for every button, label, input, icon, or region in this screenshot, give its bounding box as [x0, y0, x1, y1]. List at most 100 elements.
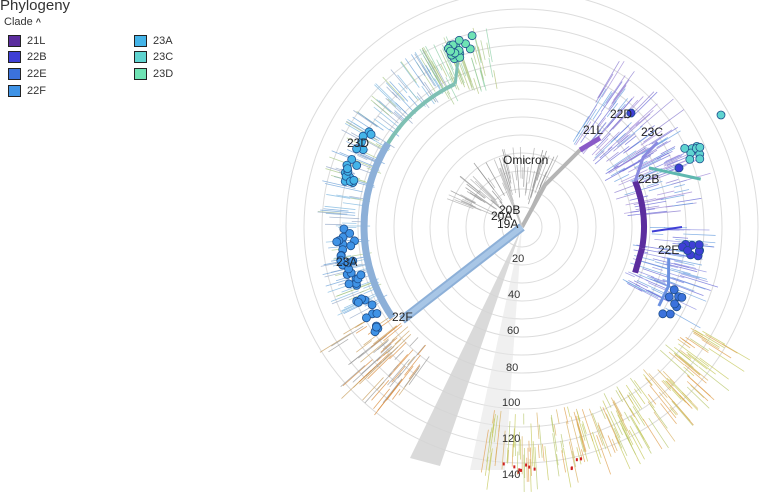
leaf-branch: [448, 194, 474, 206]
legend-item-23c[interactable]: 23C: [134, 51, 173, 63]
tip-22e[interactable]: [664, 292, 674, 302]
leaf-branch: [433, 44, 453, 84]
tip-22e[interactable]: [669, 285, 679, 295]
leaf-branch: [671, 268, 691, 275]
tip-23a[interactable]: [349, 175, 359, 185]
distance-ring: [501, 206, 543, 248]
legend-item-22b[interactable]: 22B: [8, 51, 47, 63]
legend-item-23d[interactable]: 23D: [134, 68, 173, 80]
leaf-branch: [594, 134, 629, 165]
branch-21l: [578, 135, 602, 153]
leaf-branch: [626, 394, 644, 421]
leaf-branch: [634, 388, 646, 405]
leaf-branch: [317, 211, 341, 214]
tip-22e[interactable]: [670, 299, 679, 309]
leaf-branch: [320, 209, 356, 214]
leaf-branch: [377, 381, 385, 390]
leaf-branch: [389, 372, 402, 388]
leaf-branch: [382, 338, 395, 350]
leaf-branch: [380, 343, 392, 354]
leaf-branch: [649, 404, 668, 429]
tip-22f[interactable]: [345, 228, 355, 238]
leaf-branch: [611, 438, 618, 452]
tip-23a[interactable]: [347, 154, 357, 164]
leaf-branch: [317, 211, 348, 215]
legend-item-22f[interactable]: 22F: [8, 85, 46, 97]
tip-22f[interactable]: [361, 313, 371, 323]
clade-legend-toggle[interactable]: Clade ^: [4, 16, 41, 28]
tip-23c[interactable]: [695, 154, 705, 164]
tip-22f[interactable]: [367, 300, 377, 310]
tip-22b[interactable]: [674, 163, 684, 173]
leaf-branch: [613, 428, 628, 457]
leaf-branch: [642, 418, 663, 450]
omicron-branch: [520, 148, 582, 228]
leaf-branch: [645, 377, 653, 386]
tip-22d[interactable]: [626, 108, 636, 118]
leaf-branch: [595, 131, 620, 156]
leaf-branch: [491, 418, 495, 433]
tip-22f[interactable]: [339, 224, 349, 234]
leaf-branch: [596, 133, 611, 149]
tip-22f[interactable]: [332, 237, 342, 247]
leaf-branch: [490, 199, 504, 211]
ring-tick-40: 40: [508, 289, 520, 301]
leaf-branch: [648, 129, 673, 146]
leaf-branch: [532, 149, 544, 188]
leaf-branch: [513, 414, 516, 448]
tip-23d[interactable]: [454, 35, 464, 45]
tip-23d[interactable]: [446, 46, 455, 56]
tip-22b[interactable]: [694, 240, 704, 250]
leaf-branch: [608, 150, 647, 174]
tip-23a[interactable]: [352, 161, 362, 170]
legend-item-22e[interactable]: 22E: [8, 68, 47, 80]
tip-23c[interactable]: [680, 143, 690, 153]
tip-23a[interactable]: [343, 164, 352, 174]
leaf-branch: [613, 400, 623, 417]
tip-22e[interactable]: [677, 292, 687, 302]
leaf-branch: [589, 408, 604, 446]
tip-22f[interactable]: [356, 270, 366, 280]
tip-markers[interactable]: [332, 31, 726, 337]
leaf-branch: [331, 290, 365, 305]
legend-item-23a[interactable]: 23A: [134, 35, 173, 47]
clade-toggle-label: Clade: [4, 16, 33, 28]
tip-22f[interactable]: [346, 241, 356, 251]
tip-23c[interactable]: [716, 110, 726, 120]
leaf-branch: [561, 450, 566, 473]
leaf-branch: [445, 77, 459, 102]
tip-22b[interactable]: [683, 246, 692, 255]
leaf-branch: [417, 344, 427, 356]
leaf-branch: [624, 147, 649, 163]
branch-22b: [651, 226, 683, 233]
legend-item-21l[interactable]: 21L: [8, 35, 45, 47]
tip-22f[interactable]: [353, 297, 363, 307]
legend-swatch: [8, 85, 21, 97]
tip-23a[interactable]: [352, 144, 362, 154]
tip-23c[interactable]: [685, 154, 695, 164]
leaf-branch: [480, 429, 489, 473]
leaf-branch: [597, 61, 620, 99]
leaf-branch: [458, 68, 465, 84]
tip-22f[interactable]: [372, 309, 382, 318]
tip-23a[interactable]: [358, 131, 368, 141]
tip-22e[interactable]: [658, 309, 668, 319]
leaf-branch: [685, 336, 709, 353]
leaf-marker: [575, 458, 578, 462]
leaf-branch: [639, 98, 674, 128]
tip-22f[interactable]: [348, 256, 358, 266]
leaf-branch: [644, 175, 657, 181]
tip-22f[interactable]: [371, 322, 381, 332]
tip-22f[interactable]: [344, 279, 354, 289]
leaf-branch: [537, 444, 540, 459]
leaf-branch: [673, 184, 685, 188]
leaf-branch: [613, 133, 636, 152]
tip-22e[interactable]: [665, 309, 675, 319]
tip-23d[interactable]: [467, 31, 477, 41]
leaf-branch: [683, 366, 695, 377]
leaf-branch: [425, 45, 439, 71]
tip-22f[interactable]: [336, 255, 346, 265]
tip-23c[interactable]: [695, 142, 705, 152]
leaf-marker: [517, 470, 520, 474]
